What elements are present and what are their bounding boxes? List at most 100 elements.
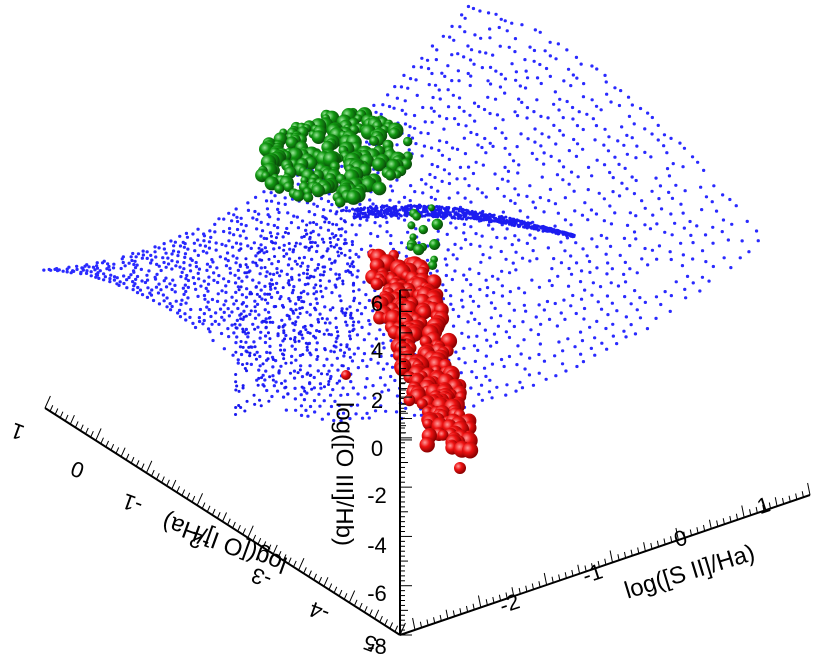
- x-minor-tick: [498, 594, 502, 601]
- x-minor-tick: [617, 554, 620, 561]
- y-minor-tick: [151, 469, 155, 477]
- green-marker: [403, 136, 413, 147]
- y-minor-tick: [59, 411, 64, 418]
- green-marker: [372, 181, 387, 196]
- x-minor-tick: [788, 495, 791, 502]
- red-marker: [419, 437, 435, 453]
- x-minor-tick: [643, 542, 646, 552]
- x-major-tick: [675, 527, 679, 541]
- x-minor-tick: [577, 564, 581, 574]
- green-marker: [346, 190, 361, 205]
- y-minor-tick: [358, 602, 363, 610]
- x-minor-tick: [433, 617, 436, 624]
- y-tick-label: -1: [119, 488, 146, 518]
- y-minor-tick: [333, 586, 338, 594]
- x-minor-tick: [708, 519, 712, 529]
- z-tick-label: -6: [367, 581, 387, 606]
- z-tick-label: 6: [371, 291, 383, 316]
- x-minor-tick: [683, 531, 686, 538]
- y-minor-tick: [277, 550, 282, 558]
- y-minor-tick: [74, 421, 79, 428]
- axes-group: [44, 289, 811, 636]
- y-major-tick: [298, 557, 305, 571]
- x-minor-tick: [630, 549, 633, 556]
- x-major-tick: [807, 482, 811, 496]
- green-marker: [407, 221, 416, 230]
- y-minor-tick: [364, 606, 368, 613]
- green-marker: [388, 127, 401, 140]
- x-minor-tick: [445, 609, 449, 619]
- y-tick-label: -4: [306, 596, 333, 626]
- red-marker: [454, 462, 466, 474]
- x-minor-tick: [696, 527, 699, 534]
- x-minor-tick: [650, 542, 653, 550]
- y-minor-tick: [242, 528, 246, 535]
- y-minor-tick: [140, 463, 145, 470]
- y-minor-tick: [232, 521, 236, 529]
- green-marker: [303, 192, 314, 203]
- green-marker: [429, 239, 440, 250]
- x-minor-tick: [571, 569, 574, 577]
- green-marker: [292, 189, 305, 202]
- green-marker: [311, 130, 326, 145]
- y-minor-tick: [369, 609, 373, 616]
- y-minor-tick: [120, 447, 126, 457]
- x-minor-tick: [670, 536, 673, 543]
- z-axis-title: log([O III]/Hb): [331, 402, 358, 546]
- x-axis-title: log([S II]/Ha): [621, 539, 758, 604]
- green-marker: [431, 218, 443, 230]
- y-minor-tick: [384, 619, 388, 626]
- red-marker: [370, 277, 384, 291]
- z-tick-label: 4: [371, 338, 383, 363]
- y-minor-tick: [308, 570, 312, 577]
- y-minor-tick: [282, 554, 287, 561]
- x-minor-tick: [538, 581, 541, 588]
- green-marker: [409, 233, 417, 241]
- y-minor-tick: [80, 424, 84, 431]
- z-tick-label: -2: [367, 483, 387, 508]
- y-minor-tick: [227, 518, 231, 525]
- x-minor-tick: [749, 509, 752, 516]
- y-minor-tick: [287, 557, 292, 564]
- x-minor-tick: [637, 547, 640, 554]
- x-major-tick: [412, 617, 416, 631]
- y-minor-tick: [135, 460, 140, 467]
- green-marker: [412, 211, 422, 221]
- green-marker: [418, 224, 428, 235]
- y-minor-tick: [171, 479, 177, 490]
- y-minor-tick: [176, 486, 181, 493]
- y-major-tick: [348, 590, 356, 603]
- x-minor-tick: [689, 529, 692, 536]
- x-minor-tick: [439, 614, 442, 622]
- y-minor-tick: [328, 583, 333, 590]
- green-cluster-series: [255, 107, 443, 270]
- y-minor-tick: [222, 512, 228, 522]
- green-marker: [369, 136, 380, 146]
- red-marker: [341, 370, 351, 380]
- y-minor-tick: [394, 625, 399, 632]
- x-minor-tick: [551, 576, 554, 583]
- x-minor-tick: [722, 518, 725, 525]
- y-axis-title: log([O I]/Ha): [159, 508, 291, 578]
- x-major-tick: [741, 505, 745, 518]
- x-minor-tick: [564, 572, 567, 579]
- y-major-tick: [196, 493, 203, 506]
- y-minor-tick: [216, 512, 221, 519]
- x-minor-tick: [656, 540, 660, 547]
- x-minor-tick: [465, 605, 469, 613]
- red-cluster-series: [341, 248, 479, 474]
- y-minor-tick: [237, 525, 241, 532]
- green-marker: [372, 157, 386, 172]
- red-marker: [462, 442, 479, 459]
- y-minor-tick: [389, 622, 394, 629]
- x-major-tick: [609, 550, 613, 563]
- z-tick-label: -4: [367, 533, 387, 558]
- y-minor-tick: [161, 476, 165, 483]
- red-marker: [437, 429, 449, 441]
- y-major-tick: [247, 525, 254, 538]
- green-marker: [311, 184, 325, 198]
- y-minor-tick: [115, 447, 120, 454]
- x-minor-tick: [505, 592, 508, 599]
- x-minor-tick: [485, 599, 488, 606]
